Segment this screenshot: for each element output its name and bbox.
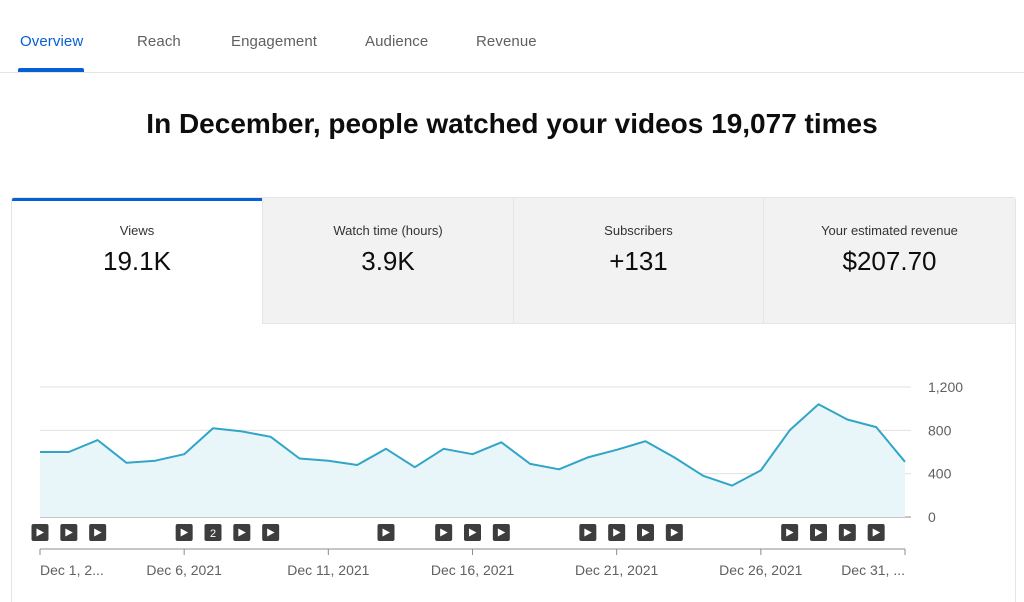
- tab-revenue[interactable]: Revenue: [476, 33, 537, 50]
- video-marker-box: [204, 524, 222, 541]
- metric-tab-watch-time[interactable]: Watch time (hours) 3.9K: [262, 198, 513, 324]
- video-marker[interactable]: [435, 524, 453, 541]
- active-tab-indicator: [18, 68, 84, 72]
- video-marker[interactable]: [175, 524, 193, 541]
- metric-label: Views: [119, 223, 155, 238]
- play-icon: [469, 528, 477, 537]
- tab-reach[interactable]: Reach: [137, 33, 181, 50]
- tab-overview[interactable]: Overview: [20, 33, 84, 50]
- play-icon: [872, 528, 881, 537]
- video-marker[interactable]: [262, 524, 280, 541]
- y-tick-label: 0: [928, 509, 936, 525]
- video-marker[interactable]: [781, 524, 799, 541]
- chart-area-fill: [40, 404, 905, 517]
- play-icon: [642, 528, 650, 537]
- x-tick-label: Dec 16, 2021: [431, 562, 514, 578]
- metric-tab-estimated-revenue[interactable]: Your estimated revenue $207.70: [763, 198, 1015, 324]
- metric-tab-subscribers[interactable]: Subscribers +131: [513, 198, 763, 324]
- metric-value: $207.70: [842, 246, 937, 276]
- x-tick-label: Dec 31, ...: [841, 562, 905, 578]
- video-marker[interactable]: [665, 524, 683, 541]
- play-icon: [65, 528, 73, 537]
- tab-bar: Overview Reach Engagement Audience Reven…: [0, 0, 1024, 73]
- video-marker[interactable]: [579, 524, 597, 541]
- video-marker[interactable]: [89, 524, 107, 541]
- video-marker[interactable]: [838, 524, 856, 541]
- x-tick-label: Dec 26, 2021: [719, 562, 802, 578]
- page-headline: In December, people watched your videos …: [146, 108, 878, 139]
- video-marker[interactable]: [867, 524, 885, 541]
- play-icon: [267, 528, 275, 537]
- video-marker[interactable]: [60, 524, 78, 541]
- play-icon: [180, 528, 189, 537]
- y-tick-label: 400: [928, 466, 952, 482]
- metric-label: Watch time (hours): [333, 223, 443, 238]
- play-icon: [584, 528, 592, 537]
- x-tick-label: Dec 21, 2021: [575, 562, 658, 578]
- y-tick-label: 800: [928, 422, 952, 438]
- play-icon: [613, 528, 621, 537]
- play-icon: [238, 528, 246, 537]
- metric-value: +131: [609, 246, 668, 276]
- tab-engagement[interactable]: Engagement: [231, 33, 318, 50]
- x-axis: Dec 1, 2... Dec 6, 2021 Dec 11, 2021 Dec 16…: [39, 548, 906, 578]
- play-icon: [440, 528, 448, 537]
- metric-label: Subscribers: [604, 223, 673, 238]
- video-marker[interactable]: [233, 524, 251, 541]
- tab-audience[interactable]: Audience: [365, 33, 429, 50]
- play-icon: [670, 528, 679, 537]
- play-icon: [786, 528, 794, 537]
- y-axis: 1,200 800 400 0: [928, 379, 963, 525]
- play-icon: [36, 528, 44, 537]
- play-icon: [497, 528, 506, 537]
- active-metric-indicator: [12, 198, 262, 201]
- video-marker[interactable]: [31, 524, 49, 541]
- y-tick-label: 1,200: [928, 379, 963, 395]
- video-marker[interactable]: [810, 524, 827, 541]
- x-tick-label: Dec 1, 2...: [40, 562, 104, 578]
- chart-series-line: [40, 403, 906, 487]
- video-marker[interactable]: [608, 524, 626, 541]
- video-marker-track: 2: [31, 524, 885, 541]
- metric-value: 19.1K: [103, 246, 171, 276]
- metric-tab-views[interactable]: Views 19.1K: [12, 198, 262, 324]
- video-marker[interactable]: [637, 524, 654, 541]
- x-tick-label: Dec 11, 2021: [287, 562, 369, 578]
- video-marker[interactable]: [492, 524, 510, 541]
- video-marker-count: 2: [210, 528, 216, 540]
- play-icon: [815, 528, 823, 537]
- play-icon: [382, 528, 390, 537]
- video-marker[interactable]: [464, 524, 481, 541]
- x-tick-label: Dec 6, 2021: [146, 562, 222, 578]
- metric-value: 3.9K: [361, 246, 415, 276]
- video-marker[interactable]: 2: [204, 524, 222, 541]
- video-marker[interactable]: [377, 524, 395, 541]
- play-icon: [94, 528, 102, 537]
- metric-label: Your estimated revenue: [821, 223, 958, 238]
- play-icon: [843, 528, 852, 537]
